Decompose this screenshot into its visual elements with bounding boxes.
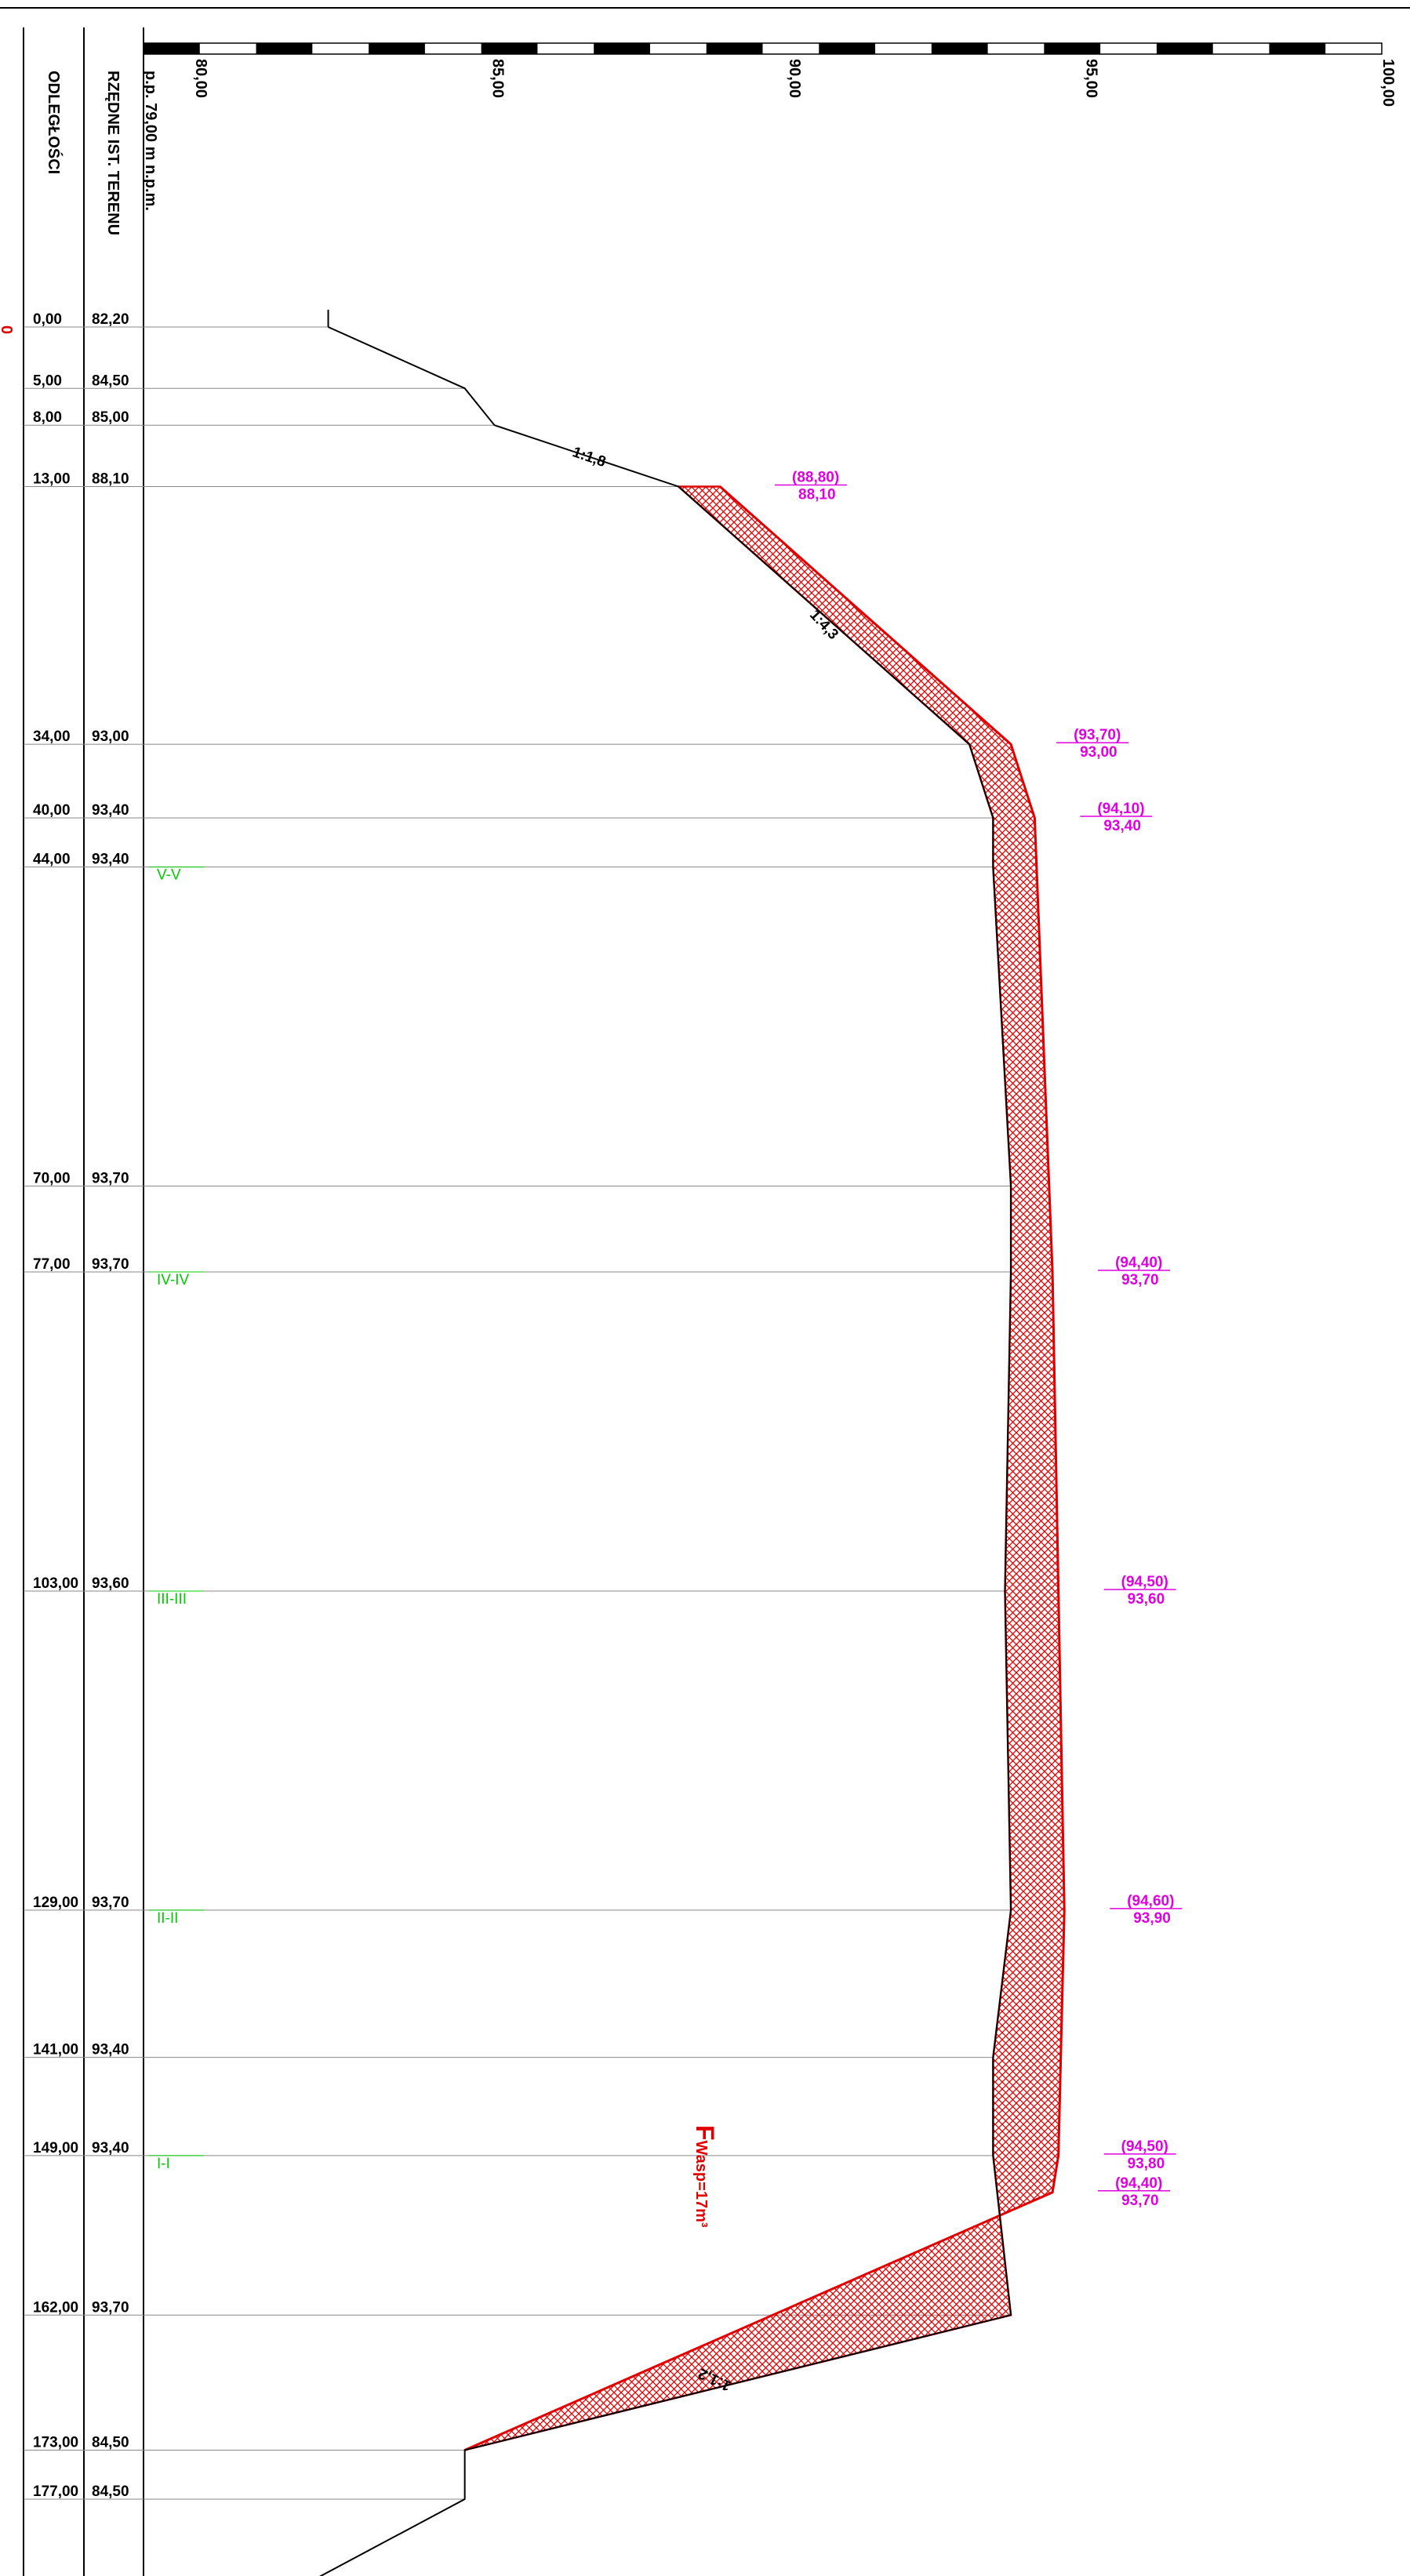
station-distance: 0,00: [33, 311, 62, 328]
station-distance: 77,00: [33, 1256, 71, 1273]
section-label: III-III: [157, 1591, 187, 1608]
station-distance: 149,00: [33, 2140, 78, 2156]
station-distance: 13,00: [33, 471, 71, 487]
scale-segment: [706, 43, 763, 54]
scale-segment: [1156, 43, 1213, 54]
station-distance: 5,00: [33, 372, 62, 389]
scale-tick-label: 85,00: [489, 59, 507, 98]
annotation-terrain-elev: 93,70: [1121, 2193, 1159, 2209]
section-labels: V-V IV-IV III-III II-II I-I: [149, 867, 204, 2172]
station-distance: 40,00: [33, 802, 71, 819]
station-elevation: 93,40: [92, 2140, 129, 2156]
annotation-design-elev: (94,10): [1097, 801, 1144, 817]
station-elevation: 93,00: [92, 728, 129, 745]
station-distance: 44,00: [33, 852, 71, 868]
scale-segment: [369, 43, 425, 54]
station-distance: 162,00: [33, 2299, 78, 2316]
station-elevation: 82,20: [92, 311, 129, 328]
section-label: V-V: [157, 867, 181, 884]
annotation-design-elev: (88,80): [792, 469, 839, 485]
scale-segment: [1044, 43, 1101, 54]
scale-tick-label: 80,00: [192, 59, 209, 98]
station-elevation: 93,40: [92, 852, 129, 868]
terrain-line: [318, 326, 1012, 2576]
annotation-design-elev: (94,50): [1121, 2138, 1168, 2155]
station-elevation: 88,10: [92, 471, 129, 487]
area-label: FWasp=17m³: [691, 2125, 719, 2228]
header-odleglosci: ODLEGŁOŚCI: [45, 71, 64, 174]
station-distance: 129,00: [33, 1895, 78, 1911]
scale-segment: [931, 43, 988, 54]
station-distance: 34,00: [33, 728, 71, 745]
section-label: II-II: [157, 1910, 178, 1927]
station-elevation: 93,60: [92, 1575, 129, 1592]
scale-segment: [819, 43, 876, 54]
station-elevation: 93,40: [92, 802, 129, 819]
station-distance: 141,00: [33, 2042, 78, 2058]
scale-segment: [144, 43, 200, 54]
station-distance: 173,00: [33, 2434, 78, 2451]
station-elevation: 93,40: [92, 2042, 129, 2058]
annotation-terrain-elev: 93,40: [1103, 818, 1141, 834]
origin-marker: 0: [0, 325, 15, 334]
scale-tick-label: 95,00: [1083, 59, 1100, 98]
slope-labels: 1:1,81:4,31:1,2: [570, 444, 841, 2394]
annotation-design-elev: (93,70): [1074, 727, 1121, 743]
station-distance: 177,00: [33, 2483, 78, 2500]
annotation-design-elev: (94,60): [1127, 1893, 1174, 1909]
annotation-design-elev: (94,40): [1115, 2175, 1162, 2192]
station-distance: 70,00: [33, 1171, 71, 1187]
station-elevation: 85,00: [92, 409, 129, 426]
scale-tick-label: 90,00: [786, 59, 803, 98]
station-elevation: 84,50: [92, 2434, 129, 2451]
annotation-terrain-elev: 93,80: [1128, 2156, 1165, 2172]
terrain-profile: [318, 310, 1012, 2576]
elevation-annotations: (88,80)88,10 (93,70)93,00 (94,10)93,40 (94,…: [775, 469, 1183, 2209]
scale-segment: [594, 43, 650, 54]
design-surface-line: [464, 485, 1066, 2451]
annotation-design-elev: (94,40): [1115, 1255, 1162, 1271]
scale-segment: [1269, 43, 1326, 54]
station-elevation: 93,70: [92, 1895, 129, 1911]
station-elevation: 93,70: [92, 1171, 129, 1187]
annotation-terrain-elev: 93,60: [1128, 1591, 1165, 1608]
station-elevation: 93,70: [92, 2299, 129, 2316]
annotation-terrain-elev: 93,00: [1080, 744, 1117, 761]
slope-label: 1:1,8: [570, 444, 608, 471]
section-label: IV-IV: [157, 1272, 190, 1288]
annotation-terrain-elev: 93,70: [1121, 1272, 1159, 1288]
header-rzedne: RZĘDNE IST. TERENU: [104, 71, 122, 235]
station-elevation: 84,50: [92, 2483, 129, 2500]
station-distance: 103,00: [33, 1575, 78, 1592]
section-label: I-I: [157, 2156, 170, 2172]
scale-segment: [481, 43, 538, 54]
header-pp: p.p. 79,00 m n.p.m.: [142, 71, 159, 211]
annotation-terrain-elev: 88,10: [798, 486, 836, 503]
annotation-terrain-elev: 93,90: [1133, 1910, 1171, 1927]
scale-segment: [256, 43, 313, 54]
station-elevation: 84,50: [92, 372, 129, 389]
elevation-scale-bar: 80,00 85,00 90,00 95,00 100,00: [143, 27, 1397, 107]
annotation-design-elev: (94,50): [1121, 1574, 1168, 1590]
scale-tick-label: 100,00: [1379, 59, 1397, 107]
station-elevation: 93,70: [92, 1256, 129, 1273]
station-distance: 8,00: [33, 409, 62, 426]
